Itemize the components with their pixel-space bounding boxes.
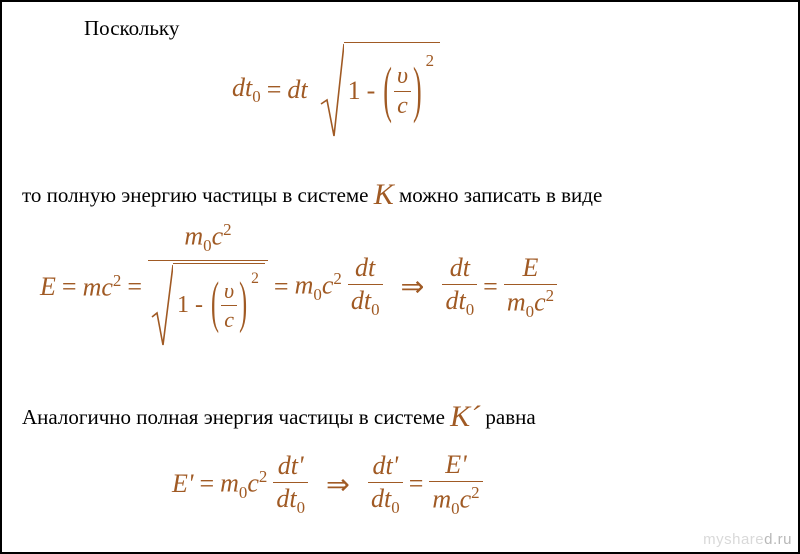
equals: = bbox=[261, 75, 288, 105]
sqrt: 1 - ( υ c ) 2 bbox=[320, 42, 440, 138]
eq1: = bbox=[56, 272, 83, 302]
paren-group: ( υ c ) bbox=[381, 63, 423, 120]
frac-dtp-dt0-b: dt' dt0 bbox=[368, 451, 403, 518]
line2: то полную энергию частицы в системе K мо… bbox=[22, 178, 602, 212]
m0c2: m0c2 bbox=[220, 467, 267, 503]
formula-time-dilation: dt0 = dt 1 - ( υ c ) bbox=[232, 42, 440, 138]
var-dt: dt bbox=[287, 75, 307, 105]
m0c2-b: m0c2 bbox=[295, 269, 342, 305]
exponent: 2 bbox=[426, 51, 434, 71]
mc2: mc2 bbox=[83, 271, 122, 303]
line3: Аналогично полная энергия частицы в сист… bbox=[22, 400, 536, 434]
eq2: = bbox=[121, 272, 148, 302]
text: Поскольку bbox=[84, 16, 179, 40]
frac-v-c: υ c bbox=[394, 63, 411, 120]
frac-dt-dt0-a: dt dt0 bbox=[348, 253, 383, 320]
Eprime: E' bbox=[172, 469, 193, 499]
implies-arrow: ⇒ bbox=[308, 467, 368, 502]
var-dt0: dt0 bbox=[232, 73, 261, 107]
one: 1 bbox=[348, 76, 361, 106]
eq1: = bbox=[193, 469, 220, 499]
formula-total-energy-prime: E' = m0c2 dt' dt0 ⇒ dt' dt0 = E' m0c2 bbox=[172, 450, 483, 519]
frac-lorentz: m0c2 1 - ( υ bbox=[148, 220, 268, 354]
text-b: можно записать в виде bbox=[399, 183, 602, 207]
E: E bbox=[40, 272, 56, 302]
system-K: K bbox=[374, 178, 394, 211]
eq3: = bbox=[268, 272, 295, 302]
watermark-b: d.ru bbox=[764, 531, 792, 548]
watermark: myshared.ru bbox=[703, 531, 792, 548]
eq4: = bbox=[477, 272, 504, 302]
text-a: Аналогично полная энергия частицы в сист… bbox=[22, 405, 450, 429]
frac-dtp-dt0-a: dt' dt0 bbox=[273, 451, 308, 518]
intro-text: Поскольку bbox=[84, 16, 179, 41]
text-a: то полную энергию частицы в системе bbox=[22, 183, 374, 207]
frac-dt-dt0-b: dt dt0 bbox=[442, 253, 477, 320]
formula-total-energy: E = mc2 = m0c2 1 - bbox=[40, 220, 557, 354]
system-Kprime: K´ bbox=[450, 400, 480, 433]
minus: - bbox=[361, 76, 382, 106]
watermark-a: myshare bbox=[703, 531, 764, 548]
text-b: равна bbox=[485, 405, 535, 429]
slide-frame: Поскольку dt0 = dt 1 - ( υ c bbox=[0, 0, 800, 554]
frac-Ep-m0c2: E' m0c2 bbox=[429, 450, 482, 519]
implies-arrow: ⇒ bbox=[383, 269, 443, 304]
eq2: = bbox=[403, 469, 430, 499]
frac-E-m0c2: E m0c2 bbox=[504, 253, 557, 322]
